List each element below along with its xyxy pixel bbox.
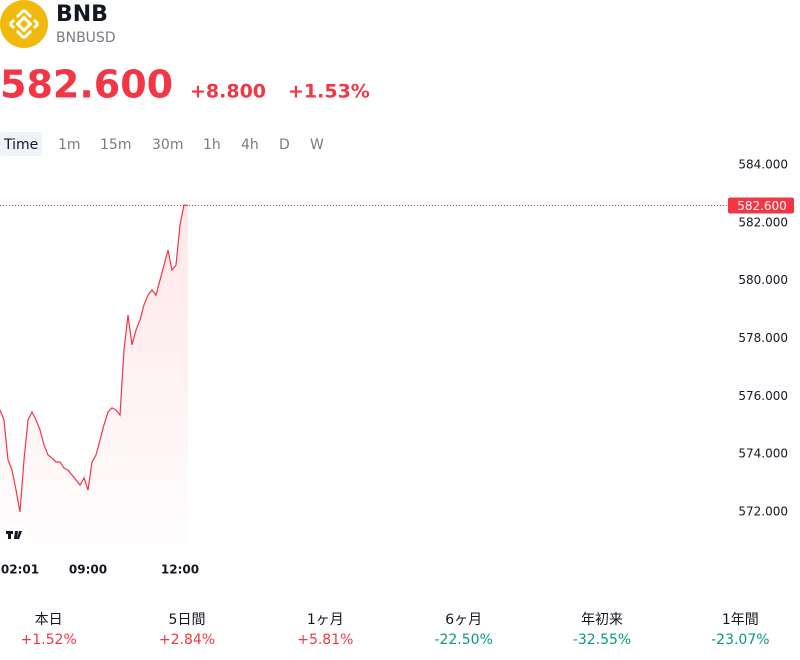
period-label[interactable]: 1ヶ月 xyxy=(307,612,344,628)
timeframe-tab[interactable]: W xyxy=(310,137,324,153)
timeframe-tab[interactable]: 1h xyxy=(203,137,221,153)
price-line xyxy=(0,204,189,513)
price-change: +8.800 xyxy=(190,81,266,103)
y-tick-label: 580.000 xyxy=(738,273,788,287)
period-change[interactable]: -22.50% xyxy=(434,632,492,648)
tv-logo xyxy=(6,531,22,539)
timeframe-tab[interactable]: 1m xyxy=(58,137,81,153)
logo-glyph xyxy=(8,8,40,40)
y-tick-label: 576.000 xyxy=(738,389,788,403)
timeframe-tab[interactable]: 15m xyxy=(100,137,131,153)
y-tick-label: 574.000 xyxy=(738,447,788,461)
period-change[interactable]: +5.81% xyxy=(297,632,353,648)
area-fill xyxy=(0,204,188,545)
period-label[interactable]: 6ヶ月 xyxy=(445,612,482,628)
timeframe-tab[interactable]: Time xyxy=(3,137,38,153)
period-change[interactable]: +2.84% xyxy=(159,632,215,648)
timeframe-tab[interactable]: D xyxy=(279,137,290,153)
period-change[interactable]: -23.07% xyxy=(711,632,769,648)
price-change-pct: +1.53% xyxy=(288,81,370,103)
period-label[interactable]: 年初来 xyxy=(581,611,623,628)
timeframe-tab[interactable]: 30m xyxy=(152,137,183,153)
last-price-tag xyxy=(728,197,794,214)
tab-active-bg xyxy=(0,132,42,156)
asset-symbol: BNBUSD xyxy=(56,30,116,46)
last-price-label: 582.600 xyxy=(737,199,787,213)
y-tick-label: 578.000 xyxy=(738,331,788,345)
x-tick-label: 09:00 xyxy=(69,563,107,577)
asset-name: BNB xyxy=(56,2,108,27)
y-tick-label: 582.000 xyxy=(738,215,788,229)
timeframe-tab[interactable]: 4h xyxy=(241,137,259,153)
period-label[interactable]: 本日 xyxy=(35,612,63,628)
x-tick-label: 02:01 xyxy=(1,563,39,577)
logo xyxy=(0,0,48,48)
price: 582.600 xyxy=(0,63,173,107)
period-label[interactable]: 1年間 xyxy=(722,612,759,628)
y-tick-label: 572.000 xyxy=(738,505,788,519)
period-change[interactable]: -32.55% xyxy=(573,632,631,648)
y-tick-label: 584.000 xyxy=(738,158,788,172)
period-label[interactable]: 5日間 xyxy=(169,612,206,628)
period-change[interactable]: +1.52% xyxy=(21,632,77,648)
x-tick-label: 12:00 xyxy=(161,563,199,577)
